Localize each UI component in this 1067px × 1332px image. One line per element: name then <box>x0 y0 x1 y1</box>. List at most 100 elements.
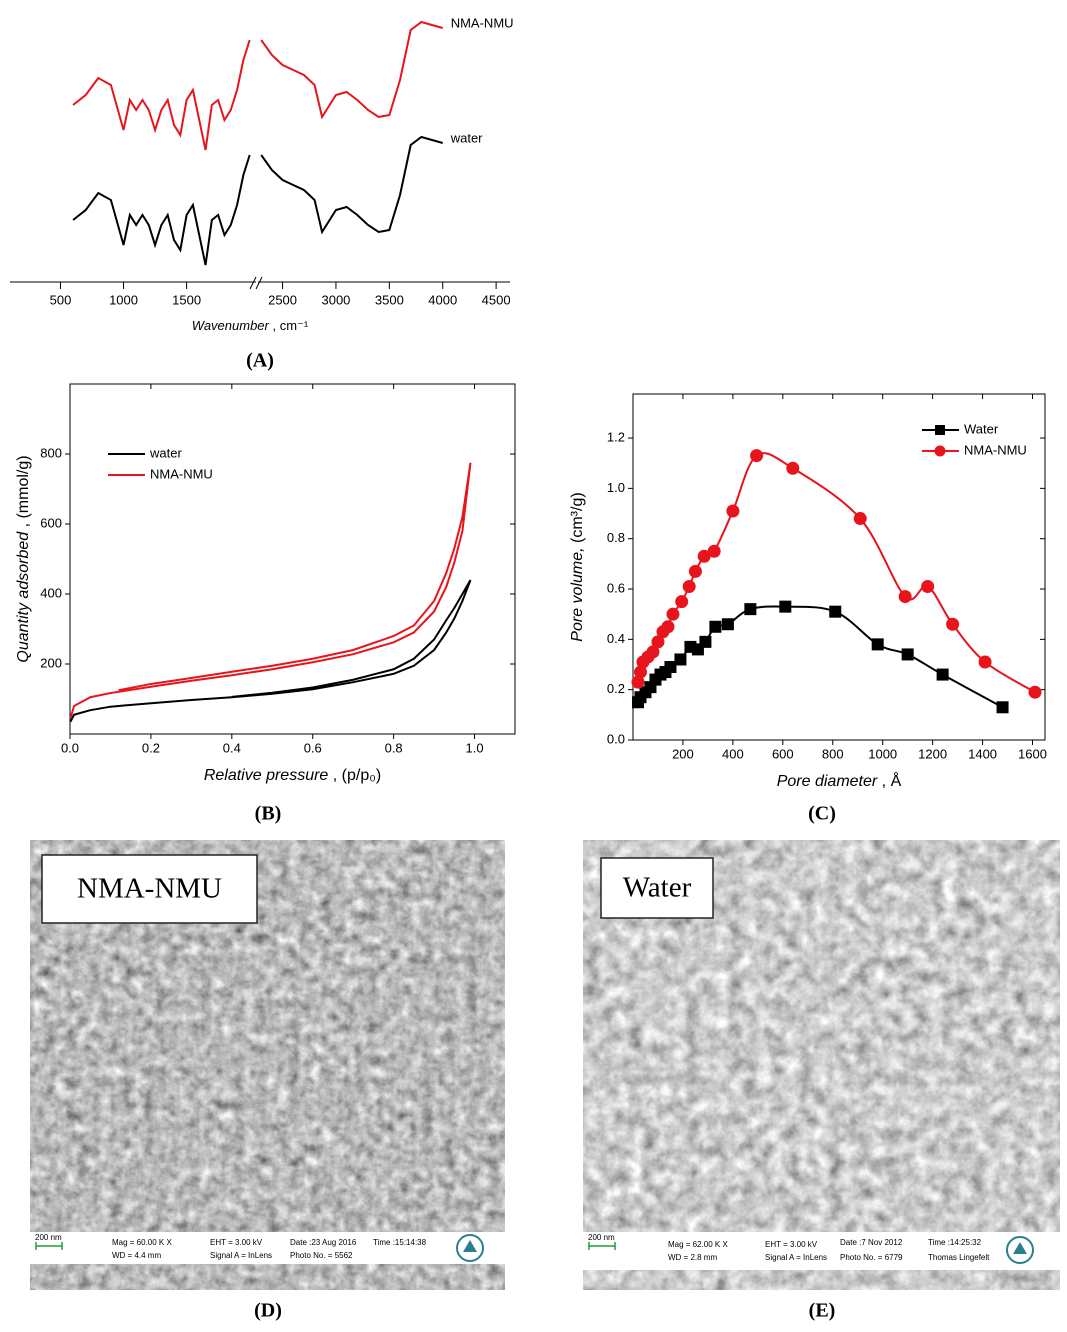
axis-label-unit: , cm⁻¹ <box>269 318 309 333</box>
legend-label: NMA-NMU <box>964 442 1027 457</box>
x-tick-label: 0.4 <box>223 740 241 755</box>
data-point <box>899 590 912 603</box>
legend-marker <box>935 425 945 435</box>
x-tick-label: 1200 <box>918 746 947 761</box>
legend-label: water <box>149 445 182 460</box>
info-text: EHT = 3.00 kV <box>765 1240 818 1249</box>
x-axis-label: Wavenumber , cm⁻¹ <box>192 318 309 333</box>
x-tick-label: 0.0 <box>61 740 79 755</box>
y-tick-label: 0.2 <box>607 681 625 696</box>
panel-label: (C) <box>808 803 836 825</box>
info-text: Date :7 Nov 2012 <box>840 1238 903 1247</box>
panel-label: (B) <box>255 803 282 825</box>
series-line <box>70 580 470 722</box>
panel-label: (A) <box>246 350 274 372</box>
info-text: Photo No. = 6779 <box>840 1253 903 1262</box>
info-text: Mag = 60.00 K X <box>112 1238 172 1247</box>
y-tick-label: 0.0 <box>607 731 625 746</box>
panel-label: (E) <box>809 1300 836 1322</box>
y-tick-label: 800 <box>40 445 62 460</box>
x-tick-label: 2500 <box>268 292 297 307</box>
info-text: Signal A = InLens <box>210 1251 272 1260</box>
spectrum-line <box>73 155 250 265</box>
series-label: water <box>450 130 483 145</box>
data-point <box>997 701 1009 713</box>
x-tick-label: 1600 <box>1018 746 1047 761</box>
axis-break <box>250 277 256 289</box>
figure: 500 1000 1500 2500 3000 3500 4000 4500 NMA-NMU wa… <box>0 0 1067 1332</box>
panel-label: (D) <box>254 1300 282 1322</box>
y-axis-label: Quantity adsorbed , (mmol/g) <box>15 455 32 662</box>
data-point <box>709 621 721 633</box>
axis-label-name: Pore diameter <box>777 773 878 790</box>
y-tick-label: 0.6 <box>607 580 625 595</box>
caption: NMA-NMU <box>77 873 222 905</box>
x-tick-label: 400 <box>722 746 744 761</box>
legend-marker <box>935 446 946 457</box>
caption: Water <box>623 872 692 904</box>
data-point <box>902 648 914 660</box>
spectrum-line <box>261 137 443 232</box>
axis-label-unit: , (p/p₀) <box>328 767 381 784</box>
data-point <box>979 655 992 668</box>
legend-label: NMA-NMU <box>150 466 213 481</box>
info-text: Time :14:25:32 <box>928 1238 982 1247</box>
x-axis-label: Pore diameter , Å <box>777 771 902 790</box>
data-point <box>921 580 934 593</box>
info-text: Mag = 62.00 K X <box>668 1240 728 1249</box>
data-point <box>699 636 711 648</box>
axis-label-name: Relative pressure <box>204 767 329 784</box>
data-point <box>683 580 696 593</box>
data-point <box>854 512 867 525</box>
info-text: Photo No. = 5562 <box>290 1251 353 1260</box>
x-tick-label: 1000 <box>868 746 897 761</box>
y-tick-label: 600 <box>40 515 62 530</box>
data-point <box>829 606 841 618</box>
info-text: Thomas Lingefelt <box>928 1253 990 1262</box>
series-line <box>70 463 470 719</box>
axis-break <box>256 277 262 289</box>
y-tick-label: 0.8 <box>607 530 625 545</box>
data-point <box>675 595 688 608</box>
x-tick-label: 200 <box>672 746 694 761</box>
x-tick-label: 0.6 <box>304 740 322 755</box>
x-tick-label: 1.0 <box>466 740 484 755</box>
data-point <box>661 620 674 633</box>
x-tick-label: 1500 <box>172 292 201 307</box>
x-tick-label: 800 <box>822 746 844 761</box>
data-point <box>726 505 739 518</box>
info-text: WD = 4.4 mm <box>112 1251 161 1260</box>
axis-label-name: Quantity adsorbed <box>15 531 32 663</box>
x-tick-label: 600 <box>772 746 794 761</box>
x-tick-label: 4000 <box>428 292 457 307</box>
y-tick-label: 0.4 <box>607 631 625 646</box>
info-text: Date :23 Aug 2016 <box>290 1238 357 1247</box>
axis-label-unit: , (mmol/g) <box>15 455 32 531</box>
info-text: EHT = 3.00 kV <box>210 1238 263 1247</box>
x-tick-label: 0.8 <box>385 740 403 755</box>
data-point <box>779 601 791 613</box>
data-point <box>937 669 949 681</box>
spectrum-line <box>73 40 250 150</box>
legend-label: Water <box>964 421 999 436</box>
plot-frame <box>70 384 515 734</box>
info-text: Time :15:14:38 <box>373 1238 427 1247</box>
info-text: Signal A = InLens <box>765 1253 827 1262</box>
x-axis-label: Relative pressure , (p/p₀) <box>204 767 381 784</box>
data-point <box>1029 686 1042 699</box>
x-tick-label: 1000 <box>109 292 138 307</box>
data-point <box>872 638 884 650</box>
axis-label-name: Wavenumber <box>192 318 270 333</box>
axis-label-unit: (cm³/g) <box>569 492 586 547</box>
x-tick-label: 3000 <box>321 292 350 307</box>
x-tick-label: 4500 <box>482 292 511 307</box>
data-point <box>674 653 686 665</box>
data-point <box>786 462 799 475</box>
y-tick-label: 1.2 <box>607 429 625 444</box>
x-tick-label: 500 <box>50 292 72 307</box>
x-tick-label: 3500 <box>375 292 404 307</box>
data-point <box>744 603 756 615</box>
x-tick-label: 1400 <box>968 746 997 761</box>
info-text: WD = 2.8 mm <box>668 1253 717 1262</box>
y-tick-label: 1.0 <box>607 480 625 495</box>
